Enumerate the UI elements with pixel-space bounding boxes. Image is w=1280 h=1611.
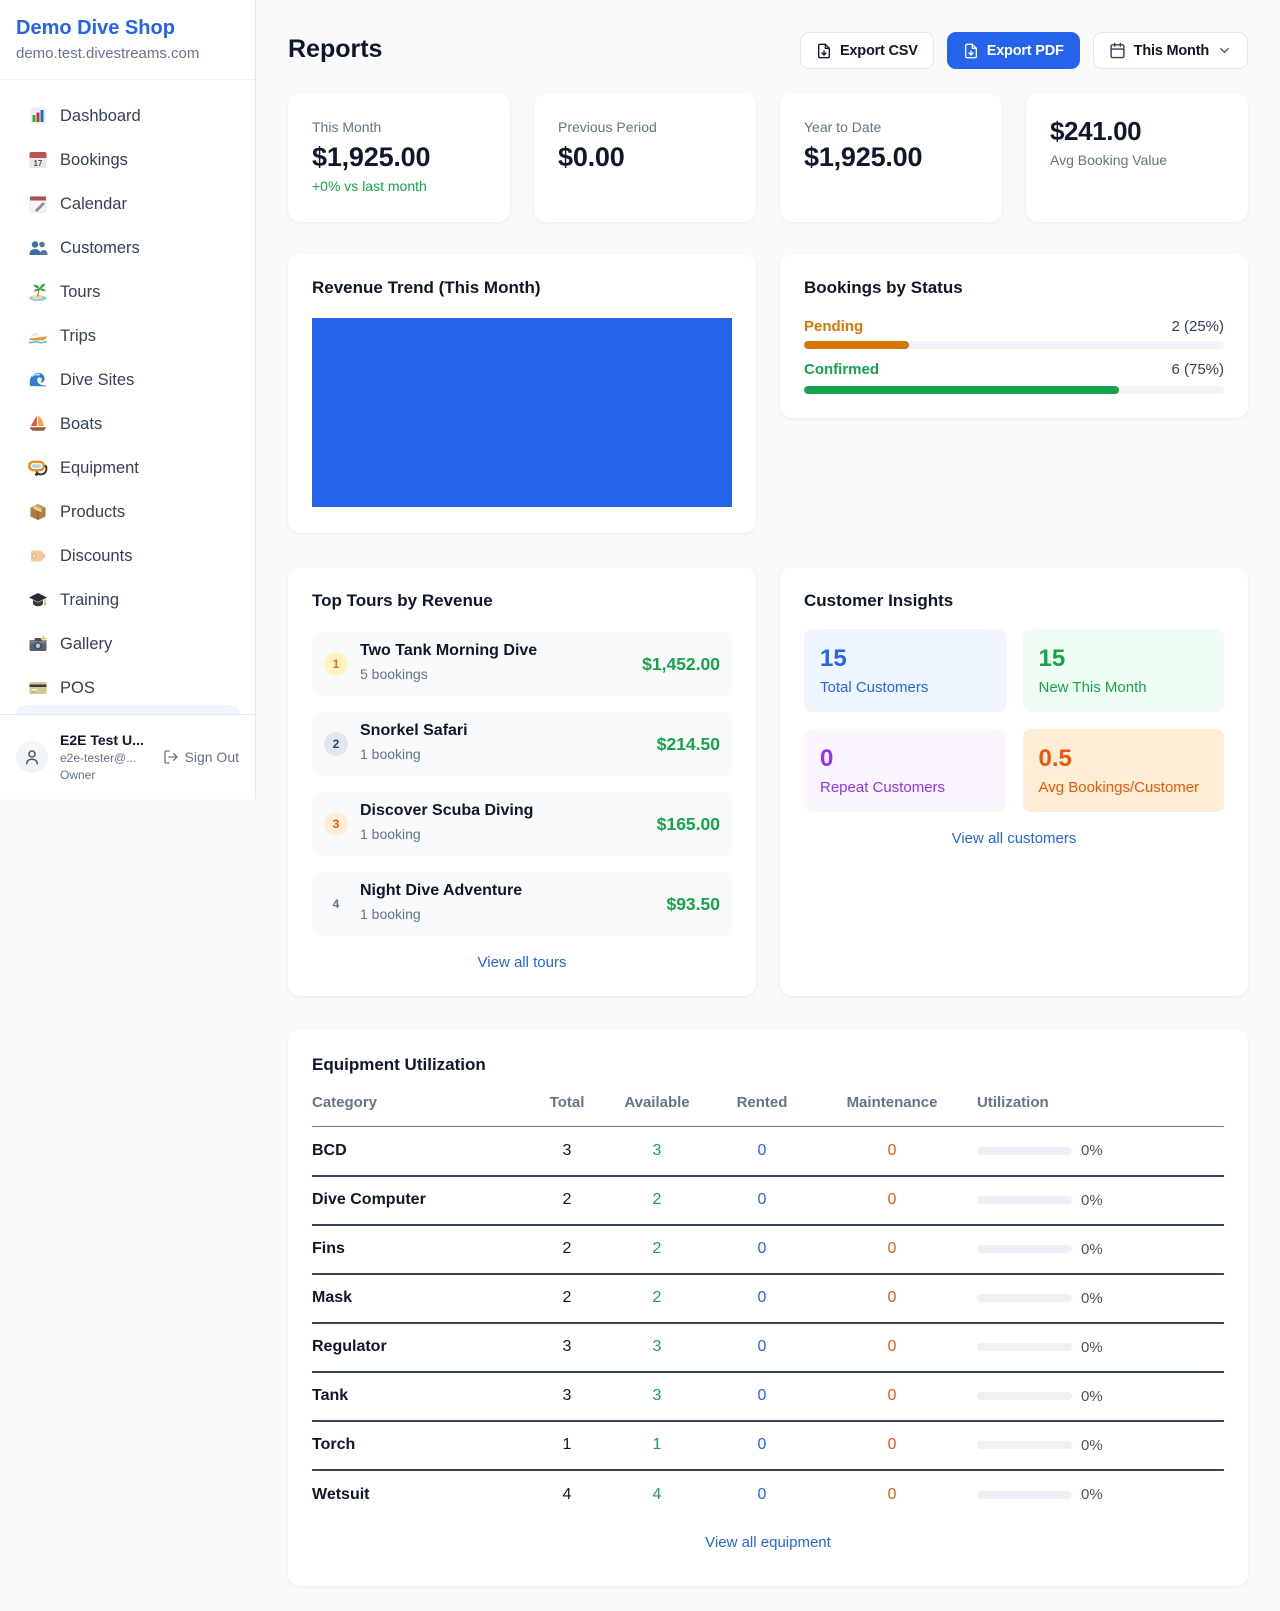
svg-text:17: 17	[34, 159, 43, 168]
